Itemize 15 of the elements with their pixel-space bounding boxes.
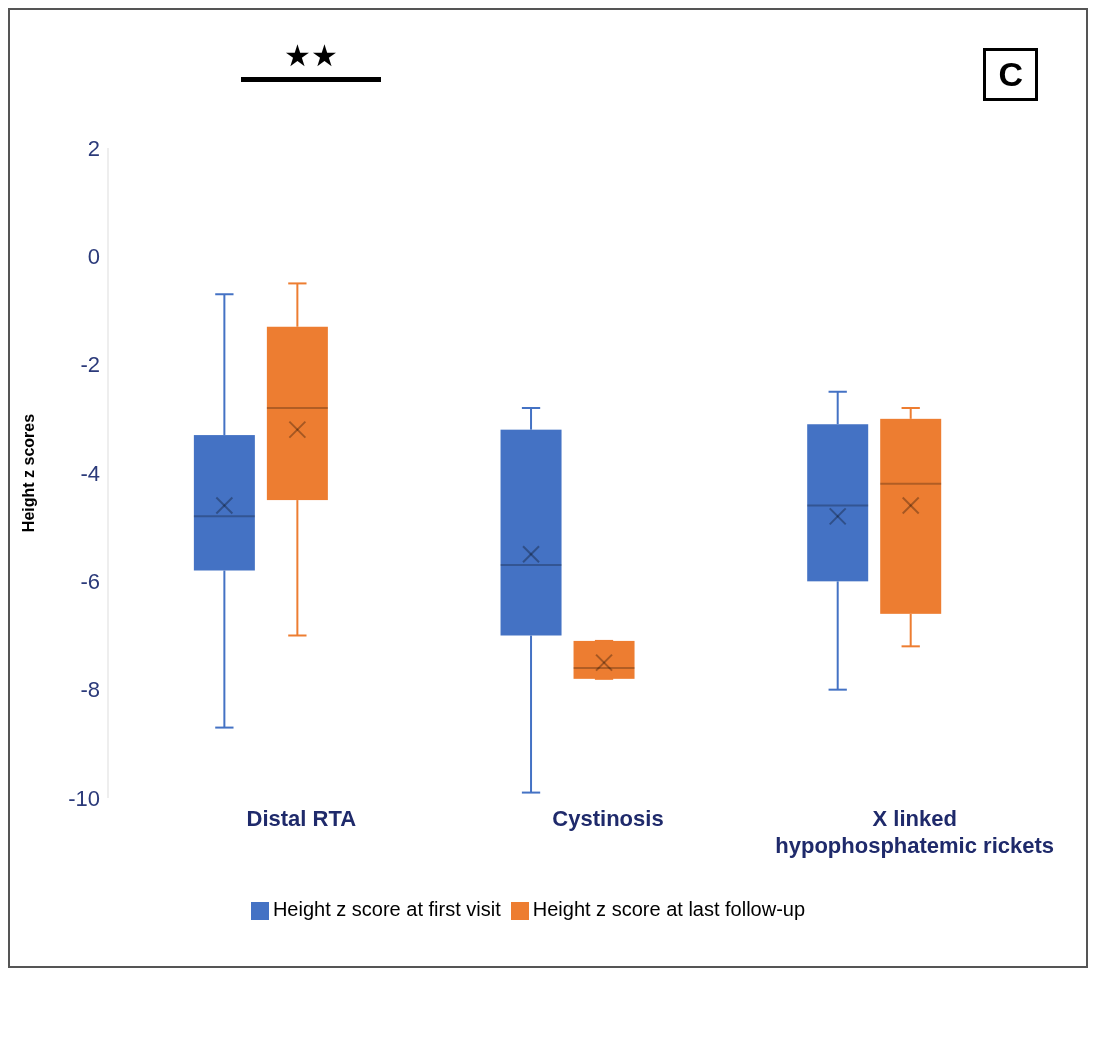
y-tick-label: 0 (87, 244, 100, 270)
legend-label: Height z score at first visit (272, 898, 501, 920)
y-tick-label: -10 (68, 785, 100, 811)
y-tick-label: -6 (80, 569, 100, 595)
y-tick-label: -8 (80, 677, 100, 703)
y-tick-label: -2 (80, 352, 100, 378)
y-tick-label: 2 (87, 135, 100, 161)
x-tick-label: X linked hypophosphatemic rickets (775, 806, 1055, 858)
x-tick-label: Distal RTA (246, 806, 357, 831)
text: C (983, 48, 1038, 101)
text: ★★ (283, 38, 340, 73)
legend-label: Height z score at last follow-up (532, 898, 806, 920)
y-tick-label: -4 (80, 460, 100, 486)
y-axis-title: Height z scores (19, 413, 37, 533)
x-tick-label: Cystinosis (552, 806, 664, 831)
